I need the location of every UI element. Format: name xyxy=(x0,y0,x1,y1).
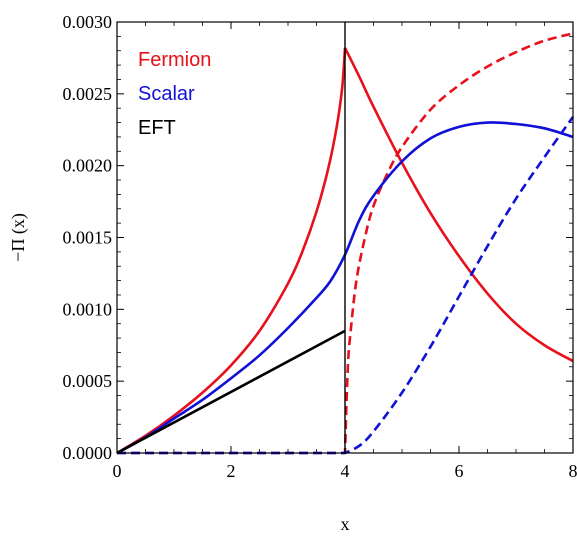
x-tick-label: 4 xyxy=(341,461,350,481)
legend: Fermion Scalar EFT xyxy=(138,49,211,139)
tick-labels-layer: 0 2 4 6 8 0.0000 0.0005 0.0010 0.0015 0.0020 0.002… xyxy=(63,12,577,481)
y-tick-label: 0.0020 xyxy=(63,156,113,176)
y-tick-label: 0.0030 xyxy=(63,12,113,32)
legend-item-eft: EFT xyxy=(138,117,176,139)
y-tick-label: 0.0000 xyxy=(63,443,113,463)
series-line-fermion-dashed xyxy=(117,32,574,455)
y-tick-label: 0.0010 xyxy=(63,299,113,319)
y-tick-label: 0.0015 xyxy=(63,228,113,248)
x-tick-label: 8 xyxy=(569,461,577,481)
y-tick-label: 0.0025 xyxy=(63,84,113,104)
x-tick-label: 0 xyxy=(113,461,122,481)
series-line-scalar-dashed xyxy=(117,116,575,455)
plot-frame xyxy=(116,21,574,454)
y-tick-label: 0.0005 xyxy=(63,371,113,391)
series-line-eft-solid xyxy=(116,329,346,455)
legend-item-fermion: Fermion xyxy=(138,49,211,71)
x-tick-label: 6 xyxy=(455,461,464,481)
legend-item-scalar: Scalar xyxy=(138,83,195,105)
x-tick-label: 2 xyxy=(227,461,236,481)
x-axis-label: x xyxy=(341,514,350,534)
y-axis-label: −Π (x) xyxy=(8,213,29,262)
series-line-fermion-solid xyxy=(116,47,574,455)
